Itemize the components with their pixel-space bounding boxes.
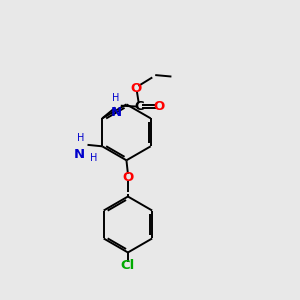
Text: Cl: Cl	[121, 259, 135, 272]
Text: O: O	[122, 171, 134, 184]
Text: H: H	[112, 93, 120, 103]
Text: C: C	[135, 100, 144, 113]
Text: H: H	[90, 153, 97, 163]
Text: O: O	[153, 100, 164, 113]
Text: O: O	[130, 82, 142, 95]
Text: H: H	[77, 134, 85, 143]
Text: N: N	[110, 106, 122, 119]
Text: N: N	[74, 148, 85, 161]
